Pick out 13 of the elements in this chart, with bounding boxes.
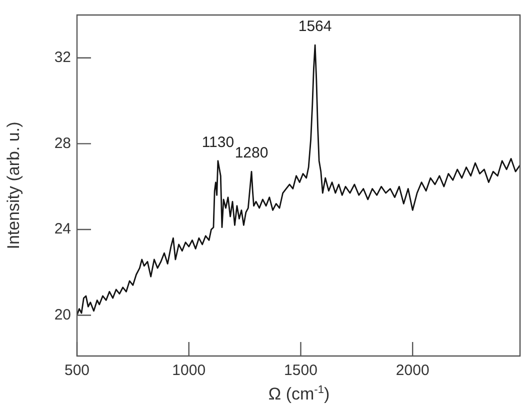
x-tick-label: 1000 [172,362,206,380]
y-tick-label: 24 [54,220,71,238]
annotation: 1280 [234,144,268,162]
annotation: 1130 [202,134,234,151]
annotation: 1564 [298,18,332,36]
y-tick-label: 28 [54,134,71,152]
y-axis-title: Intensity (arb. u.) [4,122,23,250]
x-tick-label: 500 [64,362,90,380]
x-axis-title: Ω (cm$^{-1}$) [267,384,331,405]
x-tick-label: 1500 [284,362,318,380]
y-tick-label: 32 [54,49,71,66]
x-tick-label: 2000 [396,362,430,380]
y-tick-label: 20 [54,306,71,324]
